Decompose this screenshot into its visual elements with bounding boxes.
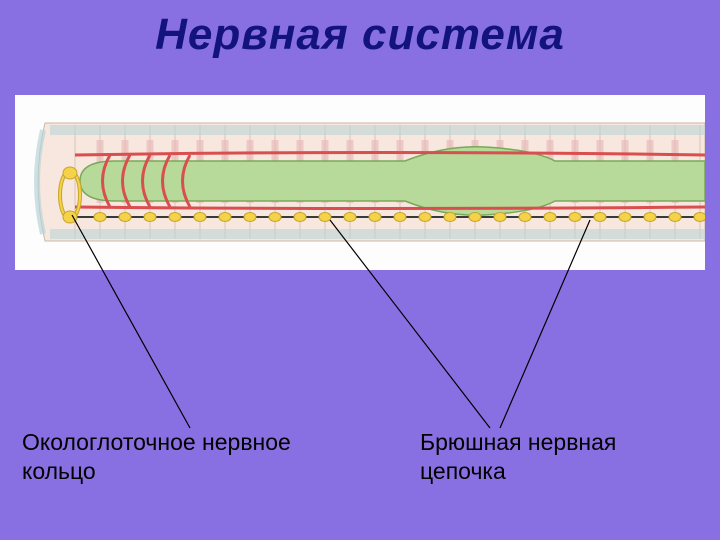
label-ventral-cord: Брюшная нервная цепочка	[420, 428, 680, 486]
worm-diagram	[15, 95, 705, 270]
worm-svg	[15, 95, 705, 270]
label-nerve-ring: Окологлоточное нервное кольцо	[22, 428, 342, 486]
slide-title: Нервная система	[0, 10, 720, 60]
slide: Нервная система	[0, 0, 720, 540]
ventral-vessel	[75, 207, 705, 209]
